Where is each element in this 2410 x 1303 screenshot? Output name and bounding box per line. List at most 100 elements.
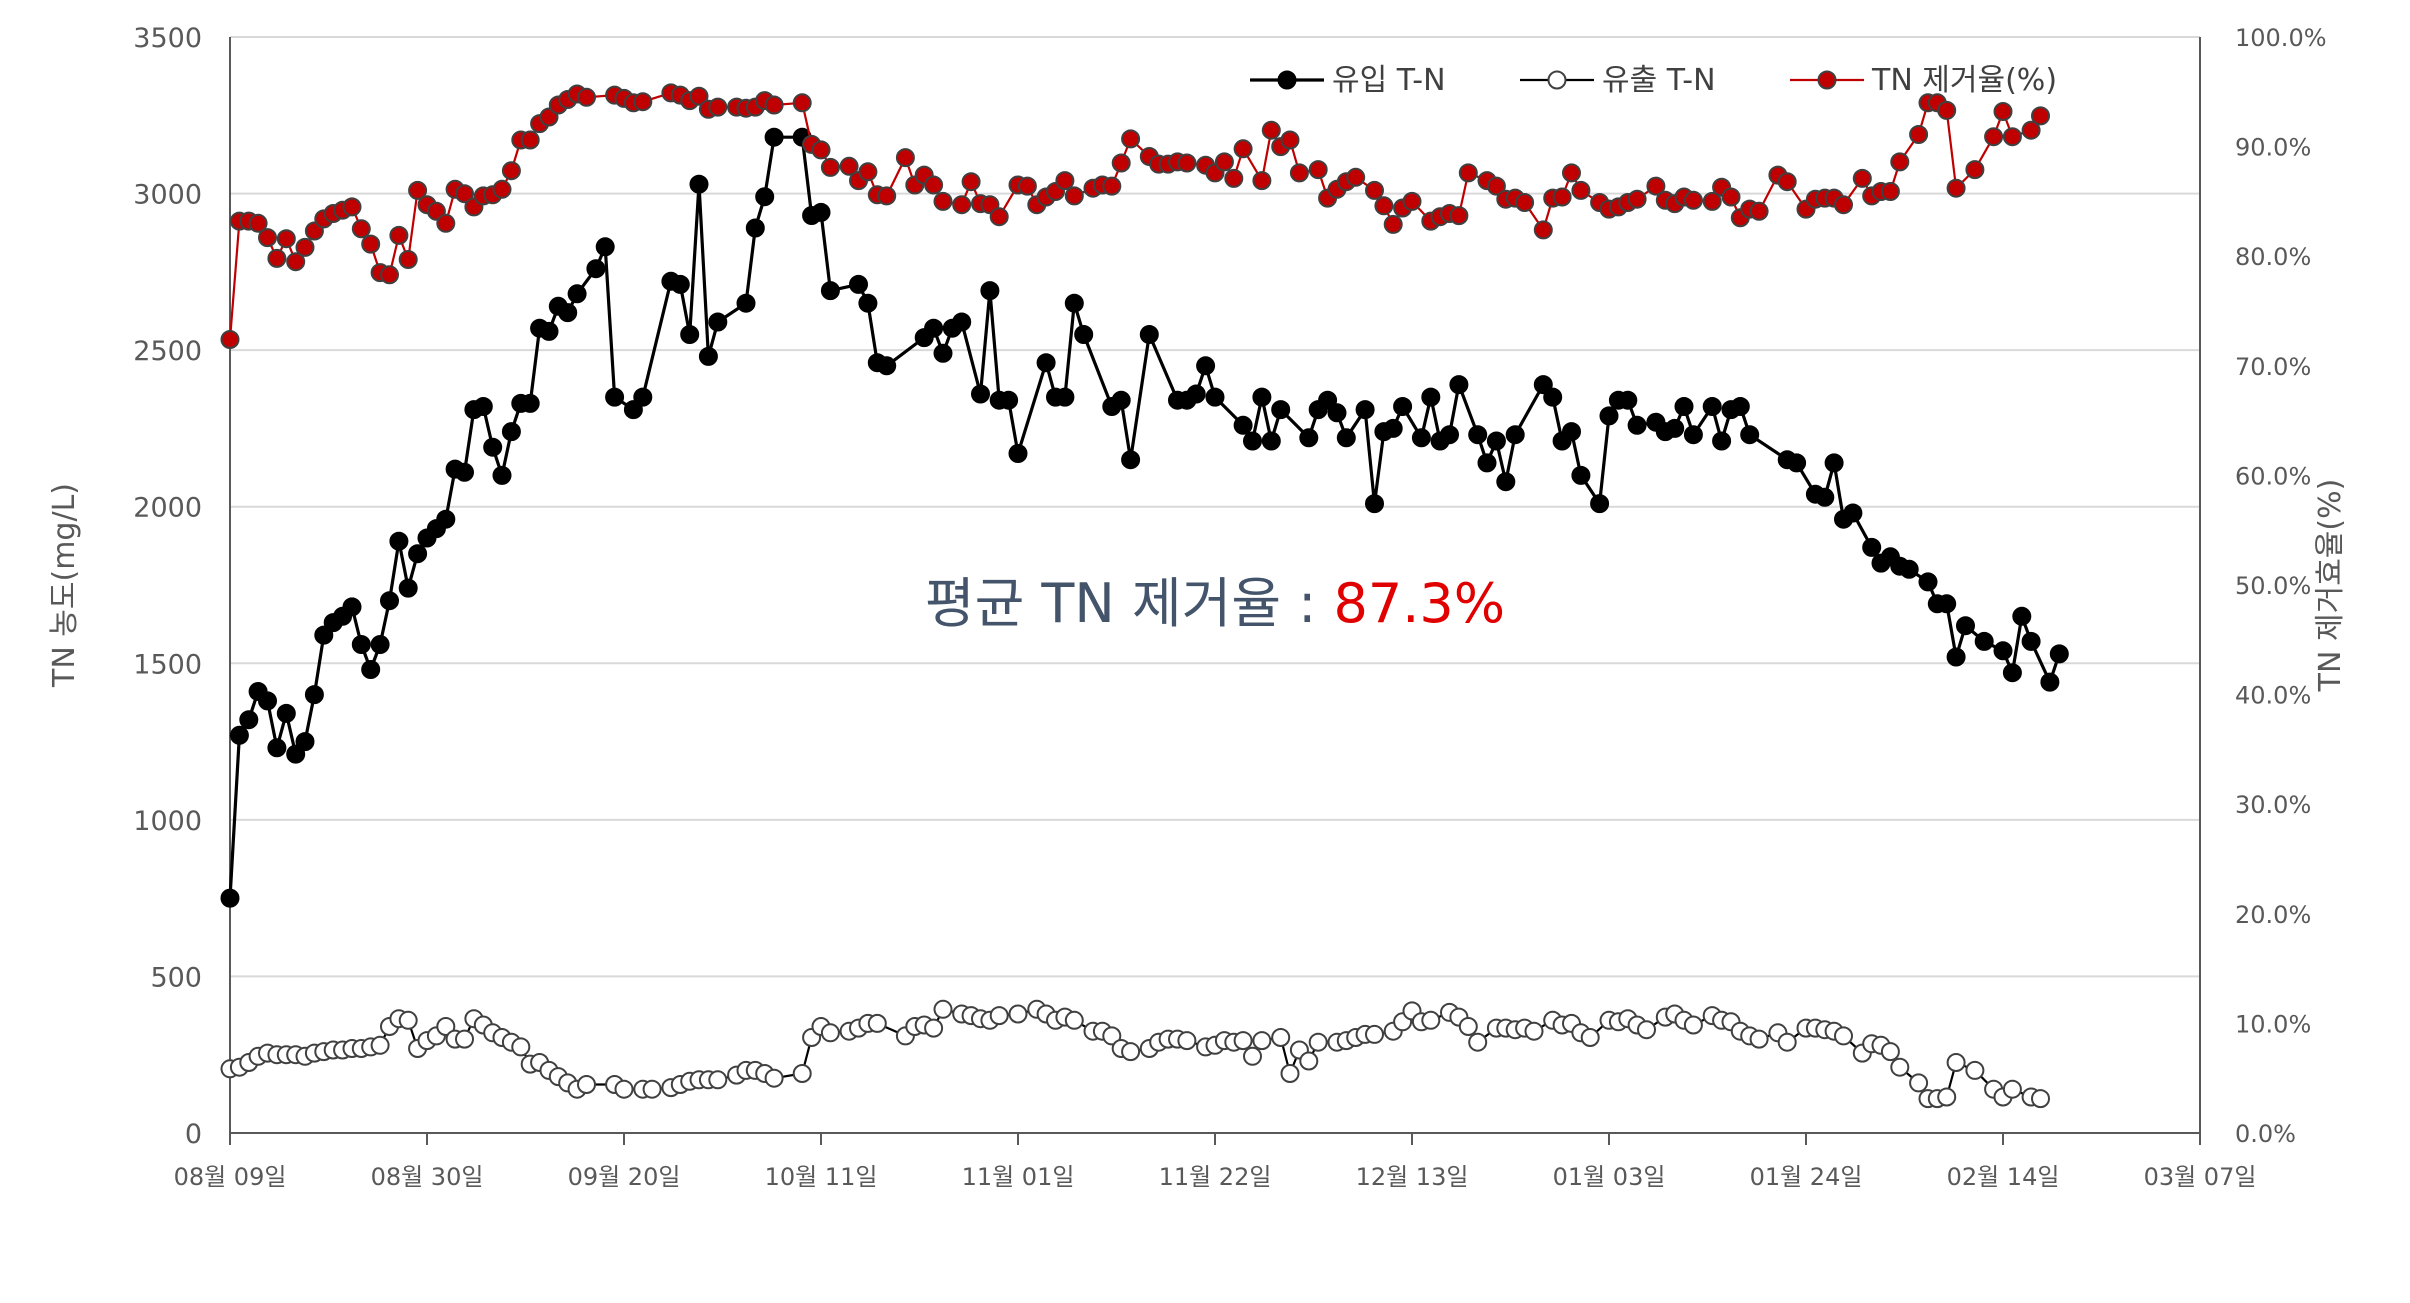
data-point <box>1055 171 1075 191</box>
data-point <box>1271 400 1291 420</box>
left-axis-ticks: 0 500 1000 1500 2000 2500 3000 3500 <box>133 23 202 1150</box>
average-removal-annotation: 평균 TN 제거율 : 87.3% <box>925 572 1505 635</box>
data-point <box>492 179 512 199</box>
data-point <box>877 356 897 376</box>
data-point <box>1449 206 1469 226</box>
data-point <box>229 725 249 745</box>
x-tick-label: 02월 14일 <box>1947 1163 2060 1191</box>
data-point <box>314 625 334 645</box>
data-point <box>1336 428 1356 448</box>
data-point <box>1233 415 1253 435</box>
data-point <box>455 1029 474 1049</box>
data-point <box>1458 1017 1478 1036</box>
data-point <box>361 234 381 254</box>
data-point <box>1815 487 1835 507</box>
legend-label: TN 제거율(%) <box>1871 63 2057 98</box>
y2-tick-label: 70.0% <box>2235 353 2311 381</box>
series-2 <box>220 83 2050 349</box>
data-point <box>999 390 1019 410</box>
data-point <box>1515 193 1535 212</box>
data-point <box>586 259 606 279</box>
data-point <box>511 1037 531 1057</box>
data-point <box>605 387 625 407</box>
data-point <box>483 437 503 457</box>
x-tick-label: 08월 09일 <box>174 1163 287 1191</box>
data-point <box>1590 494 1610 514</box>
series-0 <box>220 127 2069 908</box>
data-point <box>380 591 399 611</box>
data-point <box>1121 450 1141 470</box>
data-point <box>1121 1042 1141 1062</box>
legend-label: 유입 T-N <box>1332 63 1446 98</box>
data-point <box>1468 425 1488 445</box>
y2-tick-label: 0.0% <box>2235 1120 2296 1148</box>
data-point <box>455 462 474 482</box>
data-point <box>1252 1031 1272 1051</box>
data-point <box>1243 431 1262 451</box>
data-point <box>1261 120 1281 140</box>
data-point <box>342 597 362 617</box>
y-tick-label: 1000 <box>133 806 202 837</box>
data-point <box>764 95 784 115</box>
data-point <box>1008 444 1028 463</box>
data-point <box>1965 160 1985 180</box>
data-point <box>1890 152 1910 172</box>
data-point <box>1712 431 1732 451</box>
data-point <box>2031 106 2050 126</box>
data-point <box>811 140 831 160</box>
data-point <box>952 312 972 332</box>
data-point <box>1533 375 1553 395</box>
data-point <box>1777 172 1797 192</box>
data-point <box>614 1079 634 1099</box>
data-point <box>680 325 700 344</box>
data-point <box>933 999 953 1019</box>
data-point <box>351 635 371 654</box>
x-axis-ticks: 08월 09일 08월 30일 09월 20일 10월 11일 11월 01일 11월 2… <box>174 1133 2256 1191</box>
data-point <box>2040 672 2060 692</box>
data-point <box>248 213 268 233</box>
data-point <box>989 207 1009 227</box>
data-point <box>1505 425 1525 445</box>
data-point <box>1937 100 1957 120</box>
data-point <box>1721 187 1741 207</box>
data-point <box>1730 397 1750 416</box>
data-point <box>567 284 587 304</box>
data-point <box>1055 387 1075 407</box>
data-point <box>764 127 784 147</box>
data-point <box>924 175 944 195</box>
data-point <box>1543 387 1563 407</box>
data-point <box>492 465 512 485</box>
data-point <box>1074 325 1094 344</box>
data-point <box>1289 163 1309 183</box>
data-point <box>1299 1051 1319 1071</box>
data-point <box>820 281 840 301</box>
data-point <box>258 691 277 711</box>
data-point <box>1365 494 1384 514</box>
data-point <box>792 1064 812 1083</box>
data-point <box>689 174 709 194</box>
data-point <box>1618 390 1638 410</box>
data-point <box>1139 325 1159 344</box>
data-point <box>370 635 390 654</box>
data-point <box>539 321 559 341</box>
data-point <box>577 87 596 107</box>
data-point <box>1318 390 1338 410</box>
y-tick-label: 3000 <box>133 180 202 211</box>
data-point <box>1421 1010 1441 1030</box>
data-point <box>2002 663 2022 683</box>
data-point <box>1899 559 1919 579</box>
data-point <box>1177 153 1197 173</box>
data-point <box>633 92 653 112</box>
data-point <box>1683 425 1703 445</box>
data-point <box>1599 406 1619 426</box>
y-tick-label: 500 <box>150 962 202 993</box>
data-point <box>595 237 615 257</box>
data-point <box>1740 425 1760 445</box>
data-point <box>370 1035 390 1055</box>
data-point <box>276 229 296 249</box>
legend-marker <box>1277 70 1297 90</box>
data-point <box>971 384 990 404</box>
data-point <box>295 732 315 752</box>
data-point <box>1993 102 2013 121</box>
data-point <box>1280 1064 1300 1083</box>
